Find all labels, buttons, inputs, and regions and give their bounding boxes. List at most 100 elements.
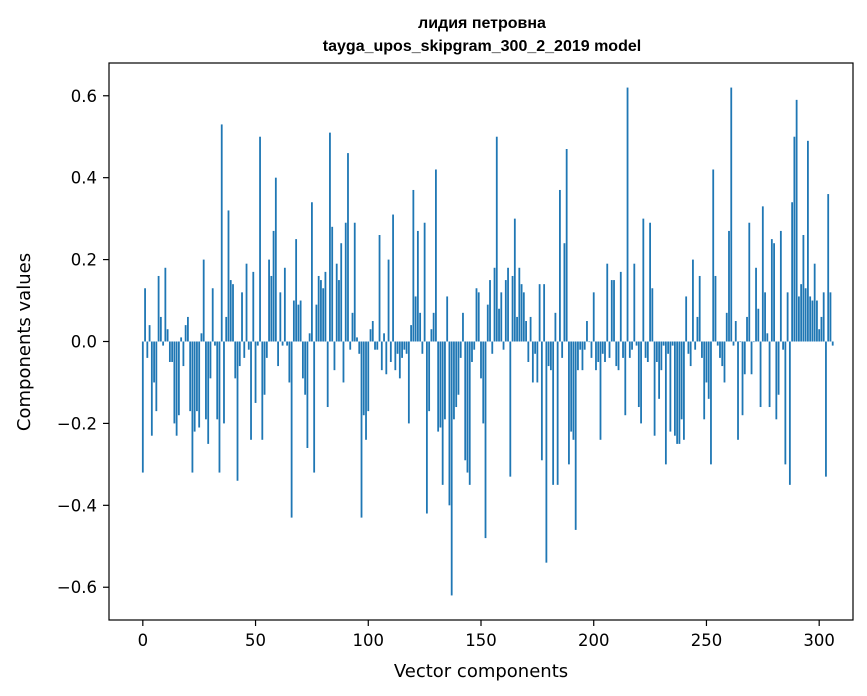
bar-0 <box>141 341 144 473</box>
bar-5 <box>153 341 155 383</box>
bar-29 <box>207 341 210 444</box>
bar-278 <box>768 341 771 408</box>
bar-14 <box>173 341 176 424</box>
bar-280 <box>773 243 775 342</box>
bars-group <box>141 87 834 596</box>
y-tick-label: 0.2 <box>71 251 97 270</box>
bar-15 <box>175 341 178 436</box>
bar-94 <box>353 222 356 342</box>
bar-305 <box>829 292 832 342</box>
bar-167 <box>518 267 521 342</box>
bar-204 <box>601 341 604 354</box>
bar-13 <box>171 341 174 362</box>
bar-161 <box>504 280 507 342</box>
bar-11 <box>166 329 169 342</box>
bar-232 <box>664 341 667 465</box>
bar-200 <box>592 292 595 342</box>
bar-268 <box>746 316 748 342</box>
bar-226 <box>651 288 654 342</box>
bar-266 <box>741 341 744 416</box>
bar-212 <box>619 271 622 342</box>
x-tick-label: 250 <box>691 631 723 650</box>
bar-101 <box>369 329 372 342</box>
bar-293 <box>802 235 805 342</box>
bar-228 <box>655 341 658 362</box>
bar-220 <box>637 341 640 408</box>
bar-135 <box>446 296 449 342</box>
bar-112 <box>394 341 397 371</box>
bar-136 <box>448 341 451 506</box>
bar-296 <box>809 296 812 342</box>
bar-297 <box>811 300 814 342</box>
bar-142 <box>462 312 464 342</box>
bar-288 <box>791 202 794 342</box>
bar-148 <box>475 288 478 342</box>
y-axis-label: Components values <box>14 253 35 431</box>
bar-127 <box>428 341 431 412</box>
bar-79 <box>320 280 322 342</box>
bar-185 <box>559 189 561 342</box>
bar-175 <box>536 341 539 383</box>
y-tick-label: −0.4 <box>57 496 97 515</box>
bar-98 <box>362 341 365 416</box>
bar-55 <box>265 341 268 358</box>
bar-236 <box>673 341 676 436</box>
bar-51 <box>256 341 259 346</box>
bar-193 <box>577 341 579 371</box>
bar-7 <box>157 275 160 342</box>
y-tick-label: −0.6 <box>57 578 97 597</box>
bar-150 <box>480 341 482 379</box>
bar-9 <box>162 341 165 346</box>
bar-259 <box>725 312 728 342</box>
x-tick-label: 0 <box>138 631 149 650</box>
bar-67 <box>292 300 295 342</box>
bar-153 <box>486 304 489 342</box>
bar-71 <box>301 341 304 379</box>
bar-145 <box>468 341 471 485</box>
bar-131 <box>437 341 440 432</box>
bar-244 <box>692 259 694 342</box>
bar-160 <box>502 341 505 350</box>
bar-192 <box>574 341 577 530</box>
bar-302 <box>822 292 825 342</box>
chart-title: лидия петровна <box>418 15 546 32</box>
bar-82 <box>326 341 329 408</box>
bar-174 <box>534 341 537 354</box>
bar-70 <box>299 300 302 342</box>
bar-282 <box>777 341 780 395</box>
bar-197 <box>586 321 588 342</box>
bar-96 <box>358 341 361 354</box>
bar-306 <box>831 341 834 346</box>
bar-37 <box>225 316 228 342</box>
bar-183 <box>554 312 557 342</box>
bar-239 <box>680 341 683 420</box>
bar-140 <box>457 341 460 395</box>
bar-4 <box>150 341 153 436</box>
bar-252 <box>710 341 712 465</box>
bar-60 <box>277 341 279 367</box>
bar-30 <box>209 341 212 379</box>
bar-222 <box>642 218 645 342</box>
bar-273 <box>757 308 760 342</box>
bar-227 <box>653 341 656 436</box>
bar-257 <box>721 341 724 367</box>
bar-105 <box>378 235 381 342</box>
bar-137 <box>450 341 453 596</box>
bar-143 <box>464 341 467 461</box>
bar-233 <box>667 341 670 354</box>
bar-238 <box>678 341 681 444</box>
bar-111 <box>392 214 394 342</box>
bar-294 <box>804 288 807 342</box>
bar-28 <box>205 341 207 420</box>
bar-12 <box>168 341 171 362</box>
bar-132 <box>439 341 442 428</box>
bar-46 <box>245 263 248 342</box>
bar-246 <box>696 316 699 342</box>
bar-100 <box>367 341 370 412</box>
bar-18 <box>182 341 185 367</box>
bar-182 <box>552 341 555 485</box>
bar-41 <box>234 341 237 379</box>
bar-114 <box>398 341 401 379</box>
bar-72 <box>304 341 307 395</box>
bar-176 <box>538 284 541 342</box>
